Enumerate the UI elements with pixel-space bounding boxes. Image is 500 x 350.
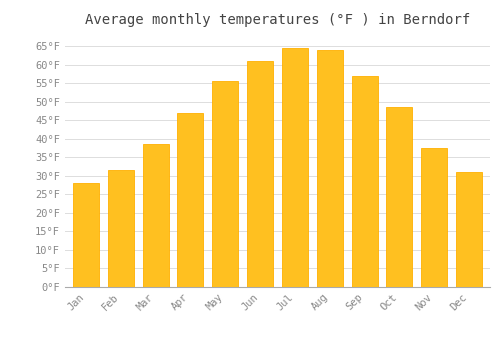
Bar xyxy=(108,170,134,287)
Bar xyxy=(316,50,343,287)
Bar xyxy=(247,61,273,287)
Bar xyxy=(178,113,204,287)
Bar xyxy=(142,144,169,287)
Bar xyxy=(212,81,238,287)
Bar xyxy=(352,76,378,287)
Bar xyxy=(421,148,448,287)
Bar xyxy=(386,107,412,287)
Bar xyxy=(73,183,99,287)
Bar xyxy=(282,48,308,287)
Title: Average monthly temperatures (°F ) in Berndorf: Average monthly temperatures (°F ) in Be… xyxy=(85,13,470,27)
Bar xyxy=(456,172,482,287)
